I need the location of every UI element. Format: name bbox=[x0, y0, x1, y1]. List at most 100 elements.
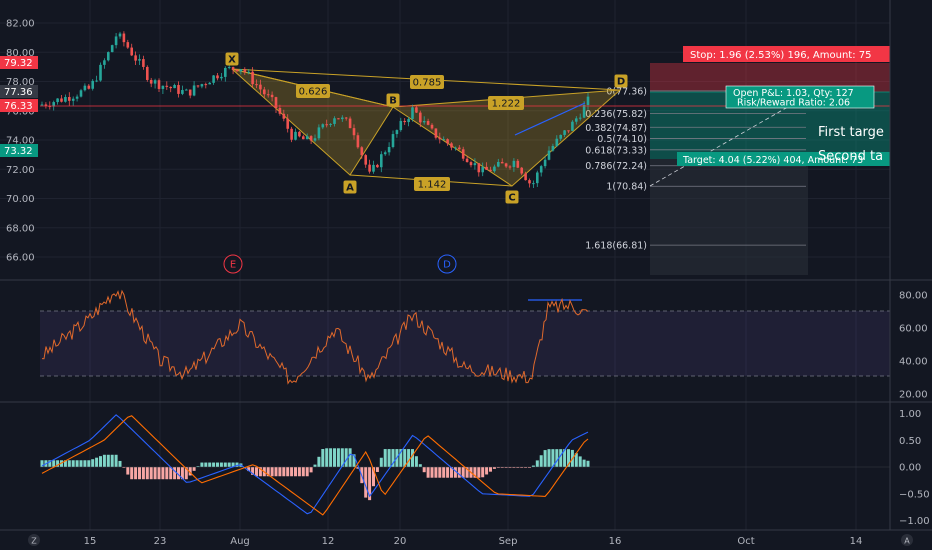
histogram-bar bbox=[383, 449, 387, 467]
rsi-line bbox=[41, 289, 589, 385]
candle-body bbox=[434, 128, 438, 138]
candle-body bbox=[149, 79, 153, 84]
auto-scale-button[interactable] bbox=[901, 534, 913, 546]
candle-body bbox=[68, 97, 71, 101]
candle-body bbox=[481, 166, 484, 173]
candle-body bbox=[270, 94, 274, 98]
histogram-bar bbox=[356, 467, 360, 469]
histogram-bar bbox=[294, 467, 297, 477]
macd-tick: −0.50 bbox=[899, 489, 930, 500]
time-axis[interactable]: 15 23 Aug 12 20 Sep 16 Oct 14 bbox=[84, 536, 863, 547]
pattern-point-label: B bbox=[389, 96, 397, 107]
candle-body bbox=[364, 155, 367, 165]
candle-body bbox=[438, 137, 442, 140]
candle-body bbox=[524, 173, 527, 181]
candle-body bbox=[473, 163, 477, 166]
time-tick: 14 bbox=[850, 536, 863, 547]
macd-line bbox=[41, 414, 589, 515]
candles bbox=[40, 31, 590, 188]
fib-label: 0.236(75.82) bbox=[585, 109, 647, 120]
candle-body bbox=[551, 145, 555, 151]
candle-body bbox=[407, 118, 410, 123]
candle-body bbox=[497, 161, 500, 167]
candle-body bbox=[419, 112, 422, 123]
candle-body bbox=[196, 85, 200, 87]
histogram-bar bbox=[563, 449, 567, 467]
price-tick: 66.00 bbox=[6, 253, 35, 264]
candle-body bbox=[173, 85, 176, 89]
histogram-bar bbox=[251, 467, 255, 475]
candle-body bbox=[251, 71, 254, 85]
candle-body bbox=[458, 147, 461, 150]
target-label: Target: 4.04 (5.22%) 404, Amount: 73 bbox=[682, 155, 863, 166]
candle-body bbox=[298, 131, 301, 137]
macd-axis[interactable]: 1.00 0.50 0.00 −0.50 −1.00 bbox=[899, 409, 930, 527]
candle-body bbox=[442, 139, 445, 141]
candle-body bbox=[341, 117, 344, 120]
histogram-bar bbox=[67, 460, 71, 467]
candle-body bbox=[165, 85, 169, 87]
candle-body bbox=[227, 67, 231, 69]
candle-body bbox=[504, 163, 508, 167]
price-tick: 80.00 bbox=[6, 48, 35, 59]
candle-body bbox=[220, 76, 223, 79]
time-tick: 12 bbox=[322, 536, 335, 547]
histogram-bar bbox=[508, 467, 512, 468]
rsi-tick: 40.00 bbox=[899, 357, 928, 368]
fib-label: 0.618(73.33) bbox=[585, 145, 647, 156]
histogram-bar bbox=[492, 467, 496, 469]
histogram-bar bbox=[134, 467, 138, 480]
histogram-bar bbox=[60, 460, 63, 467]
candle-body bbox=[224, 67, 227, 77]
earnings-marker[interactable] bbox=[223, 254, 243, 274]
histogram-bar bbox=[512, 467, 516, 468]
dividend-marker[interactable] bbox=[437, 254, 457, 274]
histogram-bar bbox=[520, 467, 524, 468]
histogram-bar bbox=[177, 467, 180, 480]
candle-body bbox=[325, 124, 328, 126]
rsi-axis[interactable]: 80.00 60.00 40.00 20.00 bbox=[899, 291, 928, 401]
histogram-bar bbox=[165, 467, 169, 480]
price-axis[interactable]: 82.0080.0078.0076.0074.0072.0070.0068.00… bbox=[6, 19, 35, 264]
histogram-bar bbox=[496, 467, 500, 468]
candle-body bbox=[263, 89, 266, 95]
ratio-labels: 0.626 0.785 1.222 1.142 bbox=[296, 75, 524, 191]
pattern-point-label: D bbox=[617, 77, 625, 88]
histogram-bar bbox=[407, 449, 411, 467]
candle-body bbox=[122, 33, 126, 43]
candle-body bbox=[52, 102, 55, 107]
price-tick: 70.00 bbox=[6, 194, 35, 205]
rsi-tick: 60.00 bbox=[899, 324, 928, 335]
trend-line bbox=[514, 102, 586, 136]
candle-body bbox=[290, 128, 293, 140]
time-tick: Aug bbox=[230, 536, 250, 547]
pattern-points: X A B C D bbox=[225, 52, 628, 204]
candle-body bbox=[536, 172, 539, 184]
timezone-button[interactable] bbox=[28, 534, 40, 546]
histogram-bar bbox=[481, 467, 485, 478]
candle-body bbox=[578, 117, 582, 119]
event-markers[interactable]: E D bbox=[223, 254, 457, 274]
histogram-bar bbox=[118, 460, 122, 467]
candle-body bbox=[134, 55, 137, 61]
candle-body bbox=[426, 121, 430, 125]
histogram-bar bbox=[340, 448, 344, 467]
projection-line bbox=[649, 99, 801, 187]
ratio-ac: 1.142 bbox=[418, 180, 447, 191]
histogram-bar bbox=[290, 467, 294, 477]
candle-body bbox=[99, 64, 102, 81]
candle-body bbox=[282, 113, 286, 119]
candle-body bbox=[212, 75, 215, 83]
histogram-bar bbox=[434, 467, 438, 478]
histogram-bar bbox=[75, 460, 79, 467]
stop-price-label: 79.32 bbox=[4, 58, 33, 69]
candle-body bbox=[376, 164, 379, 168]
histogram-bar bbox=[95, 457, 99, 467]
candle-body bbox=[446, 139, 449, 144]
histogram-bar bbox=[309, 467, 313, 473]
candle-body bbox=[118, 33, 122, 37]
candle-body bbox=[91, 80, 94, 89]
candle-body bbox=[422, 121, 426, 123]
candle-body bbox=[344, 117, 348, 119]
